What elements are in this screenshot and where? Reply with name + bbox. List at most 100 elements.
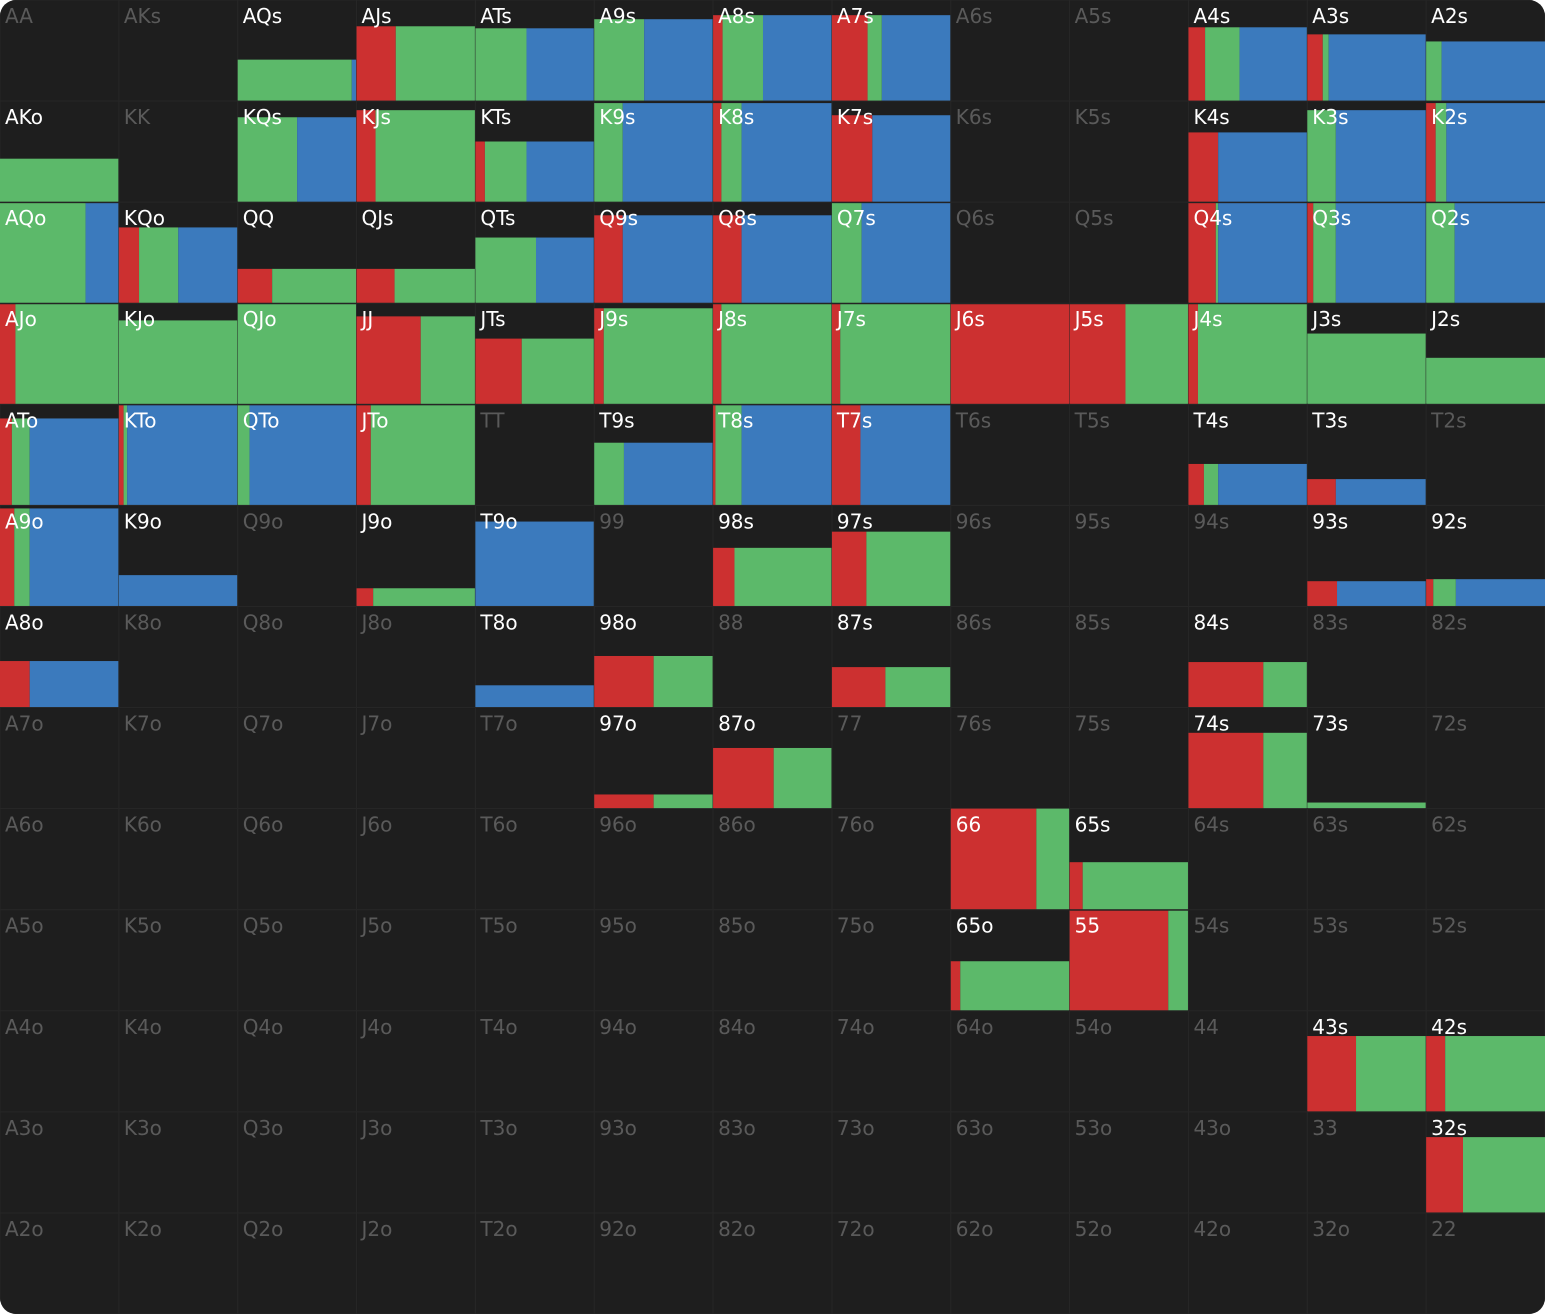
action-segment [831,115,873,203]
hand-cell: QTo [237,403,358,506]
action-segment [1188,27,1206,102]
action-segment [356,26,396,102]
hand-label: 99 [599,509,624,533]
hand-label: QJs [362,206,394,230]
action-segment [1307,1036,1357,1112]
hand-label: 97o [599,712,637,736]
action-segment [1335,110,1427,203]
hand-cell: A6s [950,0,1071,102]
action-segment [1125,304,1189,405]
hand-cell: J2o [356,1212,476,1314]
action-segment [1082,862,1189,910]
action-segment [373,588,476,607]
hand-label: 92o [599,1217,637,1241]
action-segment [1188,304,1198,405]
hand-label: 62o [956,1217,994,1241]
action-segment [594,215,623,304]
action-segment [526,28,595,102]
hand-label: 42s [1431,1015,1467,1039]
hand-cell: J5s [1069,302,1189,405]
hand-label: J2o [360,1217,393,1241]
hand-label: 82o [718,1217,756,1241]
action-segment [950,808,1037,910]
action-segment [375,110,476,203]
hand-label: A7o [5,712,44,736]
hand-label: 84s [1193,610,1229,634]
hand-cell: A7s [831,0,952,102]
hand-label: Q2o [243,1217,284,1241]
hand-label: K2o [124,1217,162,1241]
hand-cell: KJs [356,100,476,203]
hand-label: A2s [1431,4,1468,28]
hand-label: A6s [956,4,993,28]
hand-label: J8s [716,307,747,331]
hand-cell: 94s [1187,504,1308,607]
hand-label: T8s [717,408,753,432]
hand-label: 98s [718,509,754,533]
action-segment [734,547,832,607]
action-segment [872,115,951,203]
hand-label: 72s [1431,712,1467,736]
hand-label: 52s [1431,914,1467,938]
action-segment [622,103,714,203]
hand-label: 85o [718,914,756,938]
action-segment [866,531,951,607]
action-segment [1433,579,1456,607]
hand-cell: 98s [712,504,833,607]
hand-cell: KJo [118,302,239,405]
hand-label: QQ [243,206,274,230]
hand-label: 93s [1312,509,1348,533]
action-segment [11,418,30,506]
hand-cell: 75s [1069,707,1189,810]
action-segment [475,28,527,102]
hand-cell: AQo [0,201,120,304]
hand-label: ATo [5,408,38,432]
hand-label: 82s [1431,610,1467,634]
hand-label: 74o [837,1015,875,1039]
hand-label: 95o [599,914,637,938]
hand-label: T3s [1311,408,1347,432]
hand-label: J6o [360,813,393,837]
hand-label: AKo [5,105,43,129]
hand-label: K4o [124,1015,162,1039]
action-segment [1307,203,1314,304]
hand-cell: A3o [0,1111,120,1214]
hand-label: A2o [5,1217,44,1241]
hand-label: Q9o [243,509,284,533]
hand-label: 87s [837,610,873,634]
action-segment [960,961,1070,1011]
hand-label: 73s [1312,712,1348,736]
hand-label: 86s [956,610,992,634]
action-segment [713,304,722,405]
hand-label: 84o [718,1015,756,1039]
action-segment [1069,304,1126,405]
action-segment [237,59,352,102]
action-segment [861,203,951,304]
hand-label: 76o [837,813,875,837]
hand-label: 53s [1312,914,1348,938]
hand-label: K7s [837,105,873,129]
hand-cell: 75o [831,909,952,1012]
hand-label: Q4s [1193,206,1232,230]
hand-cell: A8o [0,605,120,709]
action-segment [1263,662,1308,708]
hand-cell: 42s [1425,1010,1545,1113]
action-segment [1205,27,1240,102]
hand-cell: AJs [356,0,476,102]
hand-label: 53o [1075,1116,1113,1140]
hand-label: A9o [5,509,44,533]
action-segment [1307,479,1336,506]
hand-label: T5o [479,914,517,938]
hand-label: J5s [1073,307,1104,331]
hand-cell: K9s [593,100,714,203]
hand-cell: 92s [1425,504,1545,607]
hand-label: AQo [5,206,46,230]
hand-label: AA [5,4,33,28]
hand-cell: T4s [1187,403,1308,506]
action-segment [773,747,832,809]
action-segment [521,338,595,405]
hand-label: J2s [1429,307,1460,331]
action-segment [237,304,357,405]
hand-label: T4o [479,1015,517,1039]
